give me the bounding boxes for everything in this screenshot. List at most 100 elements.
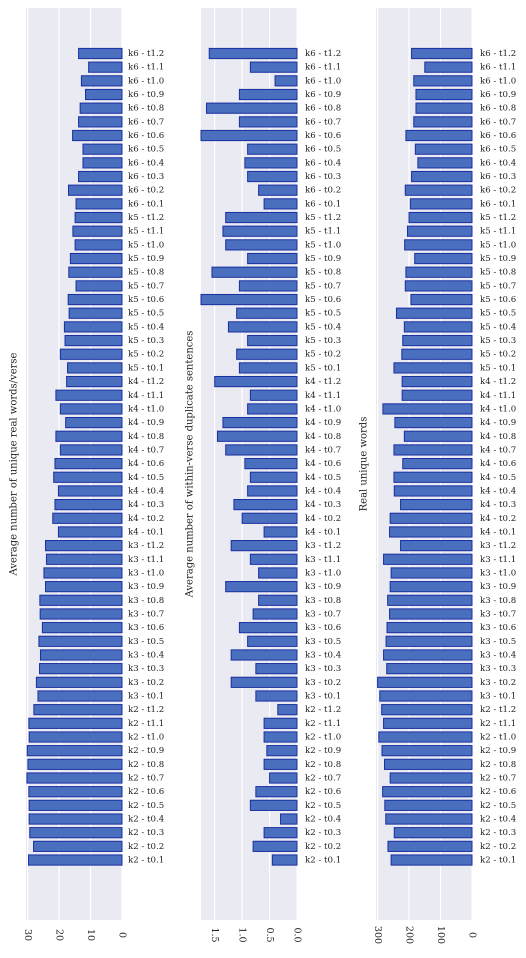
bar <box>230 540 298 552</box>
bar <box>252 840 298 852</box>
category-label: k2 - t0.5 <box>128 801 164 811</box>
bar <box>28 813 123 825</box>
bar <box>236 307 298 319</box>
category-label: k5 - t1.0 <box>480 240 516 250</box>
bar <box>28 717 123 729</box>
bar <box>406 225 473 237</box>
bar <box>383 649 473 661</box>
bar <box>263 526 298 538</box>
category-label: k5 - t0.9 <box>128 254 164 264</box>
category-label: k5 - t0.2 <box>128 350 164 360</box>
bar <box>41 622 123 634</box>
bar <box>394 416 473 429</box>
bar <box>39 649 123 661</box>
category-label: k3 - t0.4 <box>480 650 517 660</box>
bar <box>244 458 298 470</box>
bar <box>377 676 473 688</box>
bar <box>277 704 298 716</box>
category-label: k3 - t0.8 <box>480 596 516 606</box>
x-tick-label: 10 <box>85 929 96 941</box>
bar <box>404 184 473 196</box>
bar <box>382 786 473 798</box>
bar <box>227 321 298 333</box>
bar <box>222 416 298 429</box>
bar <box>255 786 298 798</box>
bar <box>249 389 298 401</box>
category-label: k4 - t0.5 <box>480 473 516 483</box>
bar <box>233 499 298 511</box>
category-label: k5 - t0.1 <box>305 363 341 373</box>
category-label: k5 - t1.0 <box>305 240 341 250</box>
category-label: k5 - t0.5 <box>480 309 516 319</box>
bar <box>64 334 123 347</box>
category-label: k3 - t0.7 <box>480 609 516 619</box>
bar <box>393 471 473 483</box>
bar <box>280 813 298 825</box>
bar <box>78 47 123 60</box>
bar <box>244 157 298 169</box>
category-label: k2 - t0.2 <box>128 842 164 852</box>
bar <box>403 321 473 333</box>
bar <box>238 362 298 374</box>
category-label: k2 - t0.3 <box>480 828 516 838</box>
category-label: k2 - t0.5 <box>480 801 516 811</box>
category-label: k4 - t0.4 <box>128 486 165 496</box>
bar <box>236 348 298 360</box>
category-label: k3 - t0.5 <box>305 637 341 647</box>
bar <box>65 416 123 429</box>
category-label: k2 - t0.4 <box>480 815 517 825</box>
bar <box>393 362 473 374</box>
category-label: k5 - t0.8 <box>128 268 164 278</box>
category-label: k6 - t0.8 <box>305 104 341 114</box>
category-label: k3 - t1.1 <box>305 555 341 565</box>
bar <box>386 622 473 634</box>
category-label: k6 - t1.1 <box>480 63 516 73</box>
category-label: k4 - t0.2 <box>305 514 341 524</box>
category-label: k5 - t0.7 <box>128 281 164 291</box>
category-label: k3 - t0.1 <box>305 691 341 701</box>
bar <box>72 129 123 142</box>
category-label: k6 - t0.1 <box>305 199 341 209</box>
category-label: k3 - t0.9 <box>128 582 164 592</box>
category-label: k2 - t1.2 <box>480 705 516 715</box>
category-label: k4 - t0.8 <box>305 432 341 442</box>
category-label: k2 - t0.3 <box>128 828 164 838</box>
bar <box>378 731 473 743</box>
category-label: k3 - t0.7 <box>305 609 341 619</box>
category-label: k6 - t1.1 <box>128 63 164 73</box>
bar <box>225 581 298 593</box>
bar <box>59 348 123 360</box>
bar <box>258 567 298 579</box>
category-label: k5 - t1.1 <box>480 227 516 237</box>
bar <box>249 553 298 565</box>
category-label: k4 - t1.2 <box>305 377 341 387</box>
bar <box>200 293 298 306</box>
category-label: k6 - t0.9 <box>305 90 341 100</box>
category-label: k4 - t0.3 <box>305 500 341 510</box>
bar <box>383 553 473 565</box>
bar <box>263 827 298 839</box>
bar <box>252 608 298 620</box>
category-label: k2 - t0.8 <box>128 760 164 770</box>
bar <box>382 403 473 415</box>
bar <box>59 444 123 456</box>
bar <box>39 663 123 675</box>
chart-panel-real-unique-words: 0 100 200 300 k6 - t1.2 k6 - t1.1 k6 - t1.0 k6 … <box>359 8 517 944</box>
bar <box>424 61 473 73</box>
bar <box>39 594 123 606</box>
category-label: k3 - t0.4 <box>305 650 342 660</box>
category-label: k3 - t0.3 <box>480 664 516 674</box>
bar <box>247 143 298 155</box>
category-label: k5 - t0.9 <box>305 254 341 264</box>
category-label: k6 - t0.6 <box>305 131 341 141</box>
category-label: k3 - t0.8 <box>305 596 341 606</box>
bar <box>404 239 473 251</box>
category-label: k2 - t0.7 <box>305 774 341 784</box>
category-label: k4 - t0.2 <box>480 514 516 524</box>
bar <box>26 745 123 757</box>
category-label: k6 - t0.8 <box>480 104 516 114</box>
category-label: k2 - t1.0 <box>480 733 516 743</box>
x-tick-label: 0 <box>467 932 478 938</box>
category-label: k6 - t0.7 <box>480 117 516 127</box>
